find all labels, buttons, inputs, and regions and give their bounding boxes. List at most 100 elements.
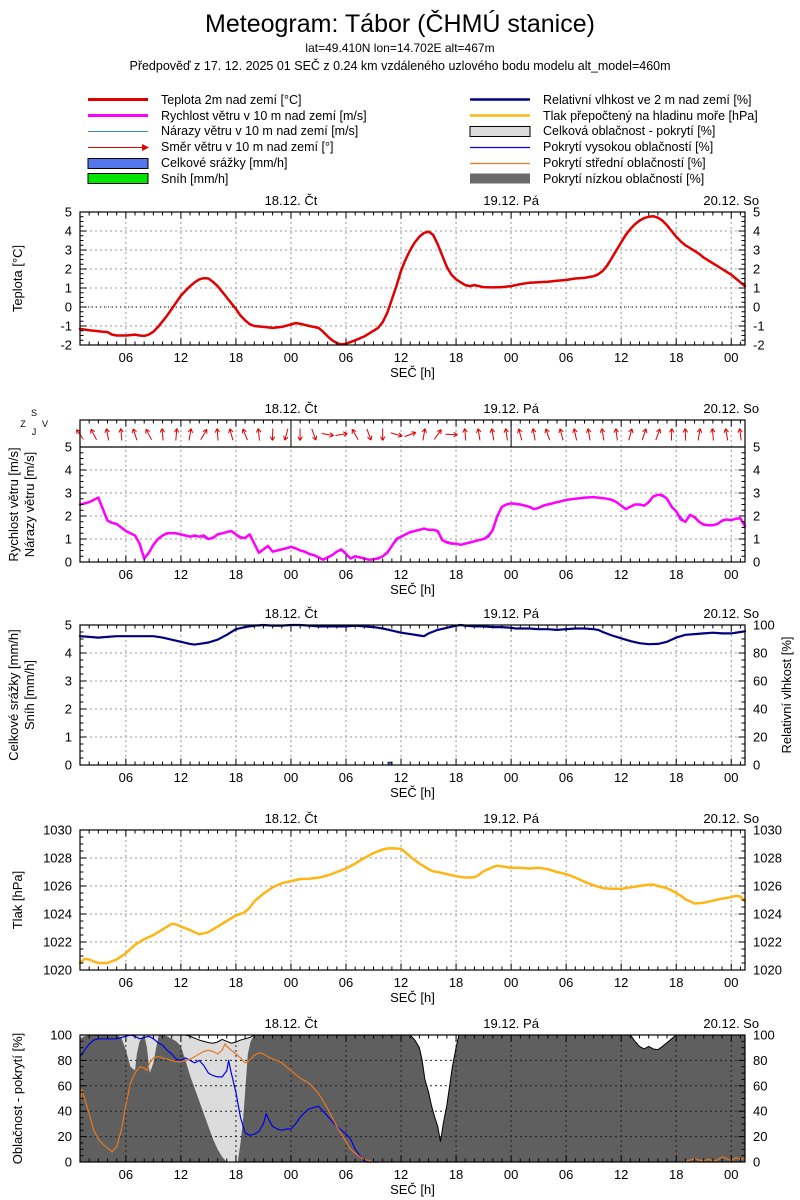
series-Teplota 2m nad zemí [°C] xyxy=(78,214,747,346)
y-axis-title: Teplota [°C] xyxy=(10,245,25,312)
x-axis-title: SEČ [h] xyxy=(390,990,435,1005)
y-axis-title: Tlak [hPa] xyxy=(10,871,25,930)
axis-ticks xyxy=(79,211,745,346)
legend-item-label: Teplota 2m nad zemí [°C] xyxy=(161,92,302,107)
legend-swatch xyxy=(86,172,152,185)
wind-arrow xyxy=(572,428,578,441)
x-tick-label: 06 xyxy=(119,567,133,582)
y-tick-label: 4 xyxy=(753,463,760,478)
legend-swatch xyxy=(468,93,534,106)
fill-Pokrytí nízkou oblačností [%] xyxy=(80,1035,745,1162)
wind-arrow xyxy=(351,428,359,440)
wind-arrow xyxy=(118,428,124,441)
axis-ticks xyxy=(79,420,745,563)
x-tick-label: 12 xyxy=(614,975,628,990)
y-tick-label: 2 xyxy=(65,262,72,277)
y-tick-label: 1026 xyxy=(753,879,782,894)
legend-item-label: Rychlost větru v 10 m nad zemí [m/s] xyxy=(161,108,367,123)
legend-item-label: Relativní vlhkost ve 2 m nad zemí [%] xyxy=(543,92,752,107)
legend-box-swatch xyxy=(470,173,530,184)
axis-ticks xyxy=(79,829,745,971)
x-tick-label: 12 xyxy=(614,350,628,365)
x-tick-label: 18 xyxy=(669,1167,683,1182)
y-tick-label: 2 xyxy=(753,262,760,277)
wind-arrow xyxy=(173,428,180,441)
wind-arrow xyxy=(544,428,551,441)
day-label: 19.12. Pá xyxy=(483,811,539,826)
legend-item: Pokrytí nízkou oblačností [%] xyxy=(468,171,758,187)
y-tick-label: 3 xyxy=(65,243,72,258)
y-axis-title: Oblačnost - pokrytí [%] xyxy=(10,1033,25,1165)
pressure-chart: 1020 1020 1022 1022 1024 1024 1026 1026 1028 1028… xyxy=(10,811,782,1005)
wind-arrow xyxy=(104,428,110,441)
grid xyxy=(80,625,745,765)
x-tick-label: 18 xyxy=(229,1167,243,1182)
wind-arrow xyxy=(269,428,276,441)
y-tick-label: 0 xyxy=(753,555,760,570)
series-Tlak přepočtený na hladinu moře [hPa] xyxy=(78,846,747,965)
wind-arrow xyxy=(628,428,634,441)
wind-chart: SZ VJ0 01 12 23 34 45 506 12 18 00 06 12 18 00 06 12 18 00… xyxy=(6,401,760,597)
x-tick-label: 00 xyxy=(504,975,518,990)
x-tick-label: 00 xyxy=(284,567,298,582)
x-tick-label: 12 xyxy=(614,567,628,582)
y-axis-title: Sníh [mm/h] xyxy=(22,660,37,730)
x-tick-label: 00 xyxy=(724,567,738,582)
right-y-axis-title: Relativní vlhkost [%] xyxy=(779,636,794,753)
grid xyxy=(80,830,745,970)
wind-arrow xyxy=(404,431,417,438)
legend-box-swatch xyxy=(87,173,149,185)
forecast-origin-info: Předpověď z 17. 12. 2025 01 SEČ z 0.24 k… xyxy=(129,59,671,73)
wind-arrow xyxy=(710,428,716,441)
day-label: 20.12. So xyxy=(703,811,759,826)
legend-swatch xyxy=(468,109,534,122)
x-tick-label: 00 xyxy=(504,770,518,785)
legend-item: Relativní vlhkost ve 2 m nad zemí [%] xyxy=(468,92,758,108)
x-tick-label: 12 xyxy=(394,350,408,365)
wind-arrow xyxy=(723,428,729,441)
legend-left-column: Teplota 2m nad zemí [°C] Rychlost větru v… xyxy=(86,92,367,187)
x-tick-label: 06 xyxy=(559,567,573,582)
legend-item-label: Celková oblačnost - pokrytí [%] xyxy=(543,124,716,139)
x-tick-label: 12 xyxy=(174,1167,188,1182)
day-label: 18.12. Čt xyxy=(265,401,318,416)
x-tick-label: 18 xyxy=(449,567,463,582)
y-tick-label: 1026 xyxy=(43,879,72,894)
y-tick-label: 1020 xyxy=(43,963,72,978)
y-tick-label: 60 xyxy=(58,1078,72,1093)
y-tick-label: 1022 xyxy=(753,935,782,950)
y-tick-label: 5 xyxy=(753,205,760,220)
y-tick-label: 1 xyxy=(753,532,760,547)
x-tick-label: 06 xyxy=(119,350,133,365)
y-tick-label: 5 xyxy=(65,205,72,220)
legend-swatch xyxy=(86,93,152,106)
y-tick-label: 1 xyxy=(65,532,72,547)
x-tick-label: 00 xyxy=(724,975,738,990)
y-tick-label: -2 xyxy=(60,338,72,353)
legend-box-swatch xyxy=(87,157,149,169)
x-tick-label: 18 xyxy=(669,350,683,365)
legend-swatch xyxy=(86,157,152,170)
day-label: 18.12. Čt xyxy=(265,1016,318,1031)
axis-labels: 0 01 12 23 34 45 506 12 18 00 06 12 18 00 06 12 18 00SEČ … xyxy=(6,401,760,597)
y-tick-label: 40 xyxy=(753,1104,767,1119)
y-tick-label: 5 xyxy=(753,440,760,455)
x-tick-label: 06 xyxy=(339,975,353,990)
legend-item: Teplota 2m nad zemí [°C] xyxy=(86,92,367,108)
wind-arrow xyxy=(311,428,318,441)
y-tick-label: 100 xyxy=(753,1028,775,1043)
x-axis-title: SEČ [h] xyxy=(390,1182,435,1197)
legend-item-label: Tlak přepočtený na hladinu moře [hPa] xyxy=(543,108,758,123)
wind-arrow xyxy=(503,428,509,441)
y-tick-label: 0 xyxy=(65,1155,72,1170)
x-tick-label: 12 xyxy=(174,567,188,582)
x-tick-label: 12 xyxy=(174,350,188,365)
x-tick-label: 00 xyxy=(284,350,298,365)
page-title: Meteogram: Tábor (ČHMÚ stanice) xyxy=(205,10,595,38)
legend-item-label: Celkové srážky [mm/h] xyxy=(161,156,288,171)
